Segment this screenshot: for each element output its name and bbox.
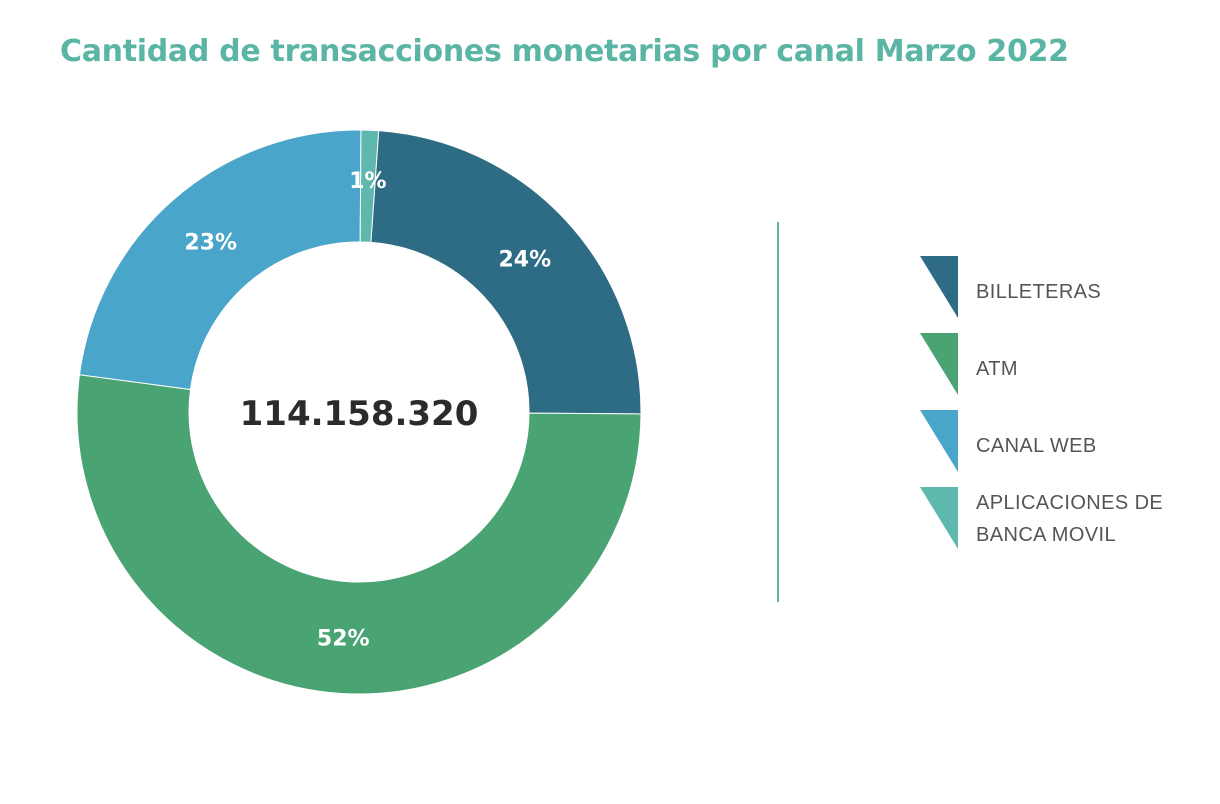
slices-layer	[76, 129, 642, 695]
legend-label: ATM	[976, 358, 1018, 380]
donut-slice-aplicaciones-de-banca-movil	[359, 129, 380, 243]
legend-marker-triangle-icon	[920, 256, 958, 318]
divider-line	[777, 222, 779, 602]
legend-marker-triangle-icon	[920, 410, 958, 472]
legend-label: BILLETERAS	[976, 281, 1102, 303]
chart-title: Cantidad de transacciones monetarias por…	[60, 34, 1069, 69]
slice-label-aplicaciones-de-banca-movil: 1%	[349, 169, 386, 194]
legend-label: APLICACIONES DE BANCA MOVIL	[976, 492, 1164, 546]
legend-item-atm: ATM	[920, 333, 1210, 410]
legend-item-banca-movil: APLICACIONES DE BANCA MOVIL	[920, 487, 1210, 564]
legend: BILLETERAS ATM CANAL WEB APLICACIONES DE…	[920, 256, 1210, 564]
slice-label-canal-web: 23%	[184, 230, 237, 255]
legend-label: CANAL WEB	[976, 435, 1097, 457]
legend-marker-triangle-icon	[920, 487, 958, 549]
center-total: 114.158.320	[240, 394, 479, 434]
donut-slice-billeteras	[370, 130, 642, 415]
slice-label-billeteras: 24%	[498, 247, 551, 272]
legend-item-billeteras: BILLETERAS	[920, 256, 1210, 333]
donut-chart: 24% 52% 23% 1% 114.158.320	[76, 129, 642, 695]
legend-marker-triangle-icon	[920, 333, 958, 395]
slice-label-atm: 52%	[317, 626, 370, 651]
donut-slice-atm	[76, 374, 642, 695]
legend-item-canal-web: CANAL WEB	[920, 410, 1210, 487]
donut-slice-canal-web	[78, 129, 362, 391]
slice-labels-layer: 24% 52% 23% 1%	[184, 169, 551, 651]
